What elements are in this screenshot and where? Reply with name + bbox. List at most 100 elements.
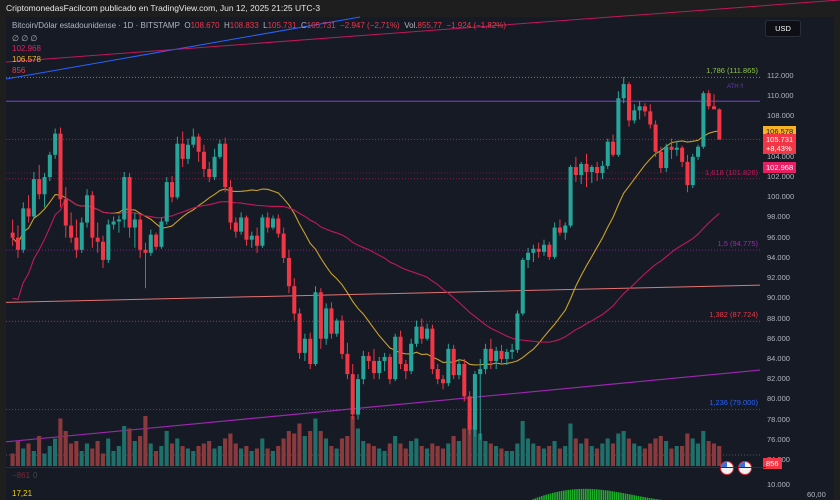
oscillator-bar	[629, 494, 631, 500]
price-tick: 102.000	[767, 172, 795, 182]
price-tick: 110.000	[767, 91, 794, 101]
lower-pane-right: 60,00	[807, 490, 826, 499]
candle-body	[255, 235, 260, 246]
volume-bar	[42, 453, 47, 466]
volume-bar	[568, 423, 573, 466]
volume-bar	[201, 443, 206, 466]
oscillator-bar	[609, 490, 611, 500]
volume-bar	[632, 443, 637, 466]
volume-bar	[664, 441, 669, 466]
candle-body	[478, 369, 483, 375]
volume-bar	[701, 431, 706, 466]
pane-divider[interactable]	[6, 467, 766, 468]
volume-bar	[84, 443, 90, 466]
volume-bar	[148, 443, 153, 466]
candle-body	[653, 124, 658, 152]
volume-bar	[616, 433, 621, 466]
volume-bar	[238, 448, 244, 466]
volume-bar	[228, 433, 233, 466]
candle-body	[403, 364, 408, 372]
candle-body	[286, 257, 291, 287]
candle-body	[15, 237, 20, 250]
oscillator-bar	[646, 497, 649, 500]
candle-body	[69, 225, 74, 238]
volume-bar	[329, 446, 334, 466]
volume-bar	[520, 421, 525, 466]
candle-body	[340, 320, 345, 354]
candle-body	[547, 244, 552, 257]
oscillator-bar	[543, 495, 545, 500]
candle-body	[212, 156, 217, 178]
candle-body	[196, 136, 201, 152]
volume-bar	[488, 443, 493, 466]
oscillator-bar	[534, 498, 536, 500]
price-tag: 105.731 +8,43%	[763, 134, 797, 155]
volume-bar	[191, 451, 196, 466]
volume-bar	[679, 446, 685, 466]
candle-body	[387, 356, 392, 380]
candle-body	[79, 222, 84, 250]
volume-bar	[589, 446, 594, 466]
candle-body	[138, 219, 143, 250]
oscillator-bar	[615, 491, 618, 500]
volume-bar	[552, 441, 557, 466]
candle-body	[26, 208, 31, 217]
volume-bar	[350, 416, 355, 466]
candle-body	[589, 166, 594, 172]
oscillator-bar	[644, 497, 646, 500]
candle-body	[100, 241, 106, 260]
candle-body	[435, 369, 440, 380]
us-flag-event-icon[interactable]	[738, 461, 752, 475]
volume-bar	[377, 448, 382, 466]
price-tick: 94.000	[767, 252, 790, 262]
volume-bar	[217, 446, 222, 466]
price-tick: 96.000	[767, 232, 790, 242]
candle-body	[239, 217, 244, 232]
oscillator-bar	[556, 491, 558, 500]
volume-bar	[424, 448, 430, 466]
candle-body	[90, 195, 95, 238]
volume-bar	[462, 428, 467, 466]
volume-bar	[717, 446, 722, 466]
volume-bar	[334, 448, 339, 466]
candle-body	[626, 84, 632, 121]
us-flag-event-icon[interactable]	[720, 461, 734, 475]
volume-bar	[212, 448, 217, 466]
ath-label: ATH !!	[727, 84, 744, 90]
candle-body	[371, 360, 376, 374]
volume-bar	[180, 446, 185, 466]
volume-bar	[175, 438, 180, 466]
candle-body	[579, 163, 584, 176]
candle-body	[148, 234, 153, 253]
candle-body	[116, 219, 121, 222]
candle-body	[494, 350, 499, 361]
low-value: 105.731	[267, 21, 297, 30]
candle-body	[111, 221, 116, 225]
oscillator-bar	[576, 489, 578, 500]
candle-body	[637, 106, 642, 111]
oscillator-bar	[565, 490, 567, 500]
volume-legend: 856	[12, 66, 26, 75]
candle-body	[106, 224, 111, 260]
candle-body	[143, 249, 148, 253]
volume-bar	[223, 438, 228, 466]
fib-label: 1,5 (94.775)	[717, 239, 758, 249]
volume-bar	[690, 438, 695, 466]
candle-body	[318, 292, 323, 339]
price-tick: 92.000	[767, 273, 790, 283]
candle-body	[270, 218, 276, 228]
candle-body	[701, 93, 706, 147]
high-value: 108.833	[229, 21, 259, 30]
volume-bar	[483, 441, 488, 466]
volume-bar	[626, 438, 631, 466]
volume-bar	[451, 436, 456, 466]
candle-body	[419, 326, 424, 339]
candle-body	[260, 217, 265, 246]
volume-bar	[658, 436, 663, 466]
close-value: 105.731	[306, 21, 336, 30]
candle-body	[717, 109, 722, 140]
oscillator-bar	[563, 490, 565, 500]
currency-button[interactable]: USD	[765, 20, 801, 37]
candle-body	[531, 248, 536, 253]
